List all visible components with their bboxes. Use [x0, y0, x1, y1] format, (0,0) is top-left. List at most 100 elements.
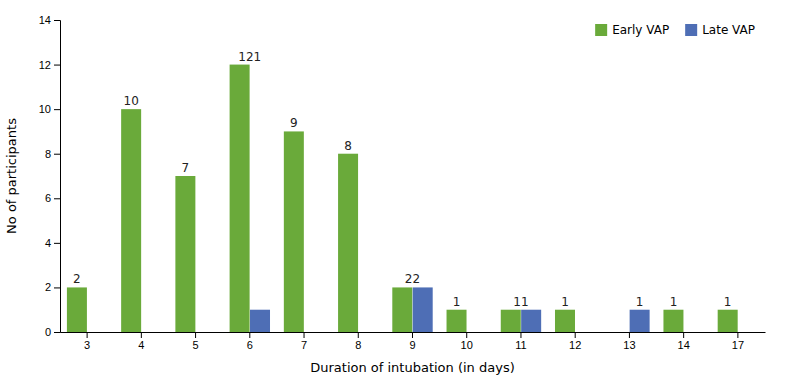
- tick: 6: [247, 332, 253, 351]
- tick-mark: [54, 109, 60, 110]
- tick-mark: [737, 332, 738, 338]
- tick: 10: [461, 332, 473, 351]
- bar: [521, 310, 541, 332]
- tick-label: 3: [84, 339, 90, 351]
- x-axis: 3456789101112131417: [61, 332, 766, 351]
- bar: [501, 310, 521, 332]
- bar: [392, 287, 412, 332]
- plot: 0246810121434567891011121314172107121982…: [39, 14, 766, 351]
- bar: [175, 176, 195, 332]
- tick-mark: [54, 154, 60, 155]
- tick-label: 10: [461, 339, 473, 351]
- tick: 12: [39, 59, 60, 71]
- tick-mark: [54, 243, 60, 244]
- tick-label: 17: [732, 339, 744, 351]
- y-axis-title: No of participants: [4, 118, 19, 234]
- tick-label: 6: [247, 339, 253, 351]
- bar-series: [67, 65, 738, 332]
- legend-swatch: [685, 24, 697, 36]
- tick-label: 10: [39, 103, 51, 115]
- bar: [663, 310, 683, 332]
- bar: [121, 109, 141, 332]
- tick-mark: [54, 198, 60, 199]
- bar: [630, 310, 650, 332]
- bar-series: [250, 287, 650, 332]
- tick-label: 4: [138, 339, 144, 351]
- annotation: 1: [636, 295, 644, 309]
- legend-label: Late VAP: [702, 23, 755, 37]
- bar: [250, 310, 270, 332]
- bar: [87, 332, 107, 333]
- tick: 17: [732, 332, 744, 351]
- tick-mark: [249, 332, 250, 338]
- annotation: 8: [344, 139, 352, 153]
- tick-mark: [54, 287, 60, 288]
- tick-label: 14: [39, 14, 51, 26]
- annotation: 1: [724, 295, 732, 309]
- tick: 3: [84, 332, 90, 351]
- x-axis-title: Duration of intubation (in days): [310, 360, 515, 375]
- tick: 4: [138, 332, 144, 351]
- legend-item: Early VAP: [595, 23, 669, 37]
- tick-label: 13: [623, 339, 635, 351]
- bar: [338, 154, 358, 332]
- tick: 7: [301, 332, 307, 351]
- tick-mark: [54, 65, 60, 66]
- tick: 8: [45, 148, 60, 160]
- tick: 6: [45, 192, 60, 204]
- bar: [575, 332, 595, 333]
- tick-label: 12: [39, 59, 51, 71]
- tick-mark: [629, 332, 630, 338]
- legend-label: Early VAP: [612, 23, 669, 37]
- legend-swatch: [595, 24, 607, 36]
- bar: [467, 332, 487, 333]
- bar: [555, 310, 575, 332]
- bars: [67, 65, 738, 332]
- bar: [142, 332, 162, 333]
- tick: 13: [623, 332, 635, 351]
- tick-mark: [575, 332, 576, 338]
- bar: [304, 332, 324, 333]
- tick-mark: [412, 332, 413, 338]
- tick-mark: [520, 332, 521, 338]
- tick-mark: [141, 332, 142, 338]
- annotation: 1: [670, 295, 678, 309]
- bar: [196, 332, 216, 333]
- tick-mark: [358, 332, 359, 338]
- tick: 10: [39, 103, 60, 115]
- bar: [358, 332, 378, 333]
- annotation: 1: [453, 295, 461, 309]
- tick-mark: [87, 332, 88, 338]
- y-axis: 02468101214: [39, 14, 61, 338]
- tick-label: 0: [45, 326, 51, 338]
- annotation: 1: [561, 295, 569, 309]
- tick: 14: [39, 14, 60, 26]
- tick: 12: [569, 332, 581, 351]
- tick-label: 5: [193, 339, 199, 351]
- annotation: 121: [238, 50, 261, 64]
- annotation: 9: [290, 116, 298, 130]
- tick: 11: [515, 332, 526, 351]
- tick-label: 8: [355, 339, 361, 351]
- annotation: 2: [73, 272, 81, 286]
- annotation: 11: [513, 295, 528, 309]
- tick: 5: [193, 332, 199, 351]
- bar: [230, 65, 250, 332]
- bar: [718, 310, 738, 332]
- legend: Early VAP Late VAP: [595, 23, 755, 37]
- tick-mark: [683, 332, 684, 338]
- tick: 0: [45, 326, 60, 338]
- tick-mark: [466, 332, 467, 338]
- annotation: 7: [182, 161, 190, 175]
- bar: [447, 310, 467, 332]
- tick-mark: [54, 332, 60, 333]
- legend-item: Late VAP: [685, 23, 755, 37]
- bar: [67, 287, 87, 332]
- tick-label: 8: [45, 148, 51, 160]
- tick-label: 12: [569, 339, 581, 351]
- tick-label: 7: [301, 339, 307, 351]
- bar: [413, 287, 433, 332]
- bar: [609, 332, 629, 333]
- bar: [738, 332, 758, 333]
- tick-label: 11: [515, 339, 526, 351]
